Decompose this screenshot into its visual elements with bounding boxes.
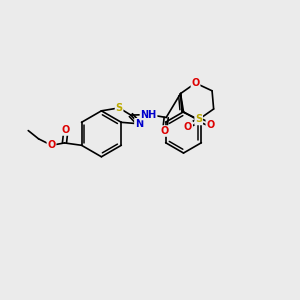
Text: O: O	[191, 78, 200, 88]
Text: S: S	[195, 115, 202, 124]
Text: S: S	[116, 103, 123, 113]
Text: O: O	[184, 122, 192, 132]
Text: O: O	[160, 126, 169, 136]
Text: NH: NH	[140, 110, 157, 119]
Text: O: O	[47, 140, 56, 150]
Text: O: O	[206, 120, 214, 130]
Text: N: N	[135, 119, 143, 129]
Text: O: O	[62, 125, 70, 135]
